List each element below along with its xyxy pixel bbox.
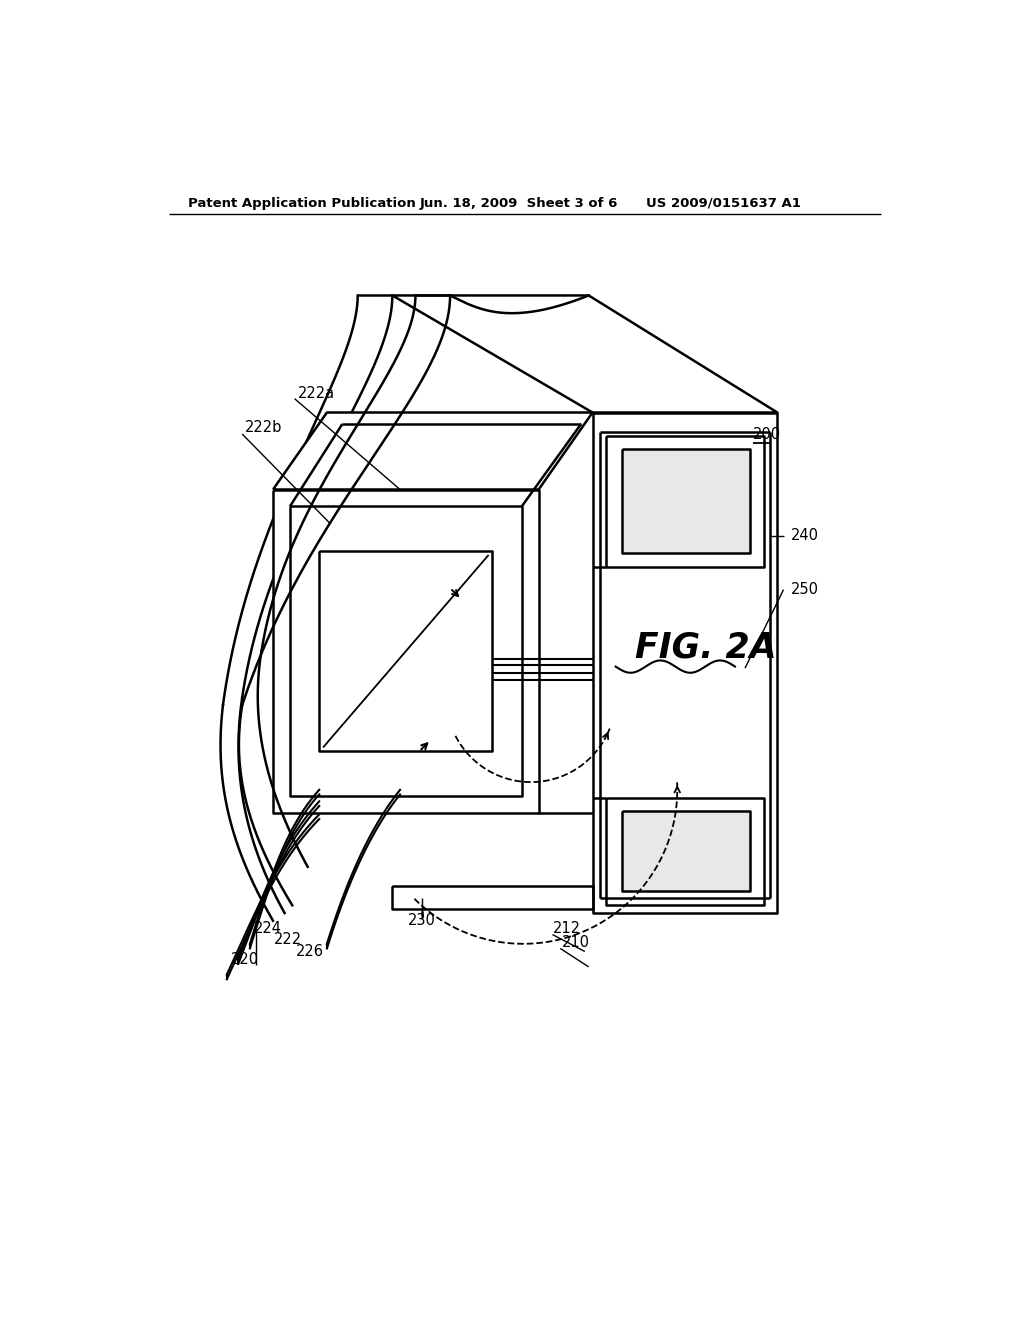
Text: US 2009/0151637 A1: US 2009/0151637 A1 [646, 197, 802, 210]
Text: 250: 250 [792, 582, 819, 597]
Text: 240: 240 [792, 528, 819, 544]
Text: 200: 200 [753, 426, 781, 442]
Text: 222a: 222a [298, 385, 335, 401]
Polygon shape [273, 490, 539, 813]
Text: 224: 224 [254, 921, 282, 936]
Text: 226: 226 [296, 944, 324, 960]
Text: 222b: 222b [245, 420, 282, 436]
Polygon shape [392, 296, 777, 412]
Text: 212: 212 [553, 921, 581, 936]
Text: 230: 230 [408, 913, 435, 928]
Polygon shape [622, 812, 750, 891]
Polygon shape [319, 552, 493, 751]
Text: 222: 222 [274, 932, 302, 948]
Polygon shape [593, 412, 777, 913]
Text: 220: 220 [230, 952, 259, 966]
Polygon shape [273, 412, 593, 490]
Text: Patent Application Publication: Patent Application Publication [188, 197, 416, 210]
Text: FIG. 2A: FIG. 2A [635, 631, 776, 664]
Polygon shape [606, 797, 764, 906]
Polygon shape [606, 436, 764, 566]
Polygon shape [622, 449, 750, 553]
Polygon shape [392, 886, 593, 909]
Text: 210: 210 [562, 935, 590, 950]
Text: Jun. 18, 2009  Sheet 3 of 6: Jun. 18, 2009 Sheet 3 of 6 [419, 197, 617, 210]
